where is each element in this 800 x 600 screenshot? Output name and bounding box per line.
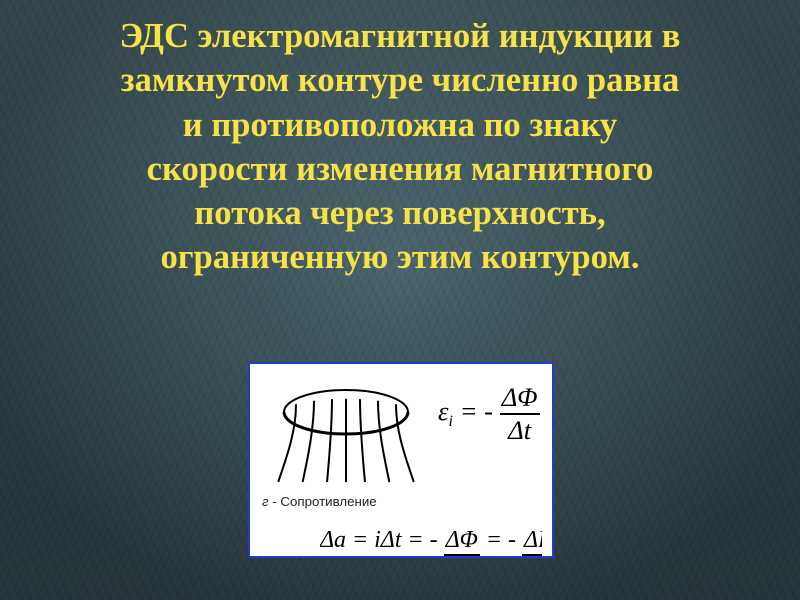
slide: ЭДС электромагнитной индукции в замкнуто…	[0, 0, 800, 600]
title-line-3: и противоположна по знаку	[30, 103, 770, 147]
title-line-1: ЭДС электромагнитной индукции в	[30, 14, 770, 58]
formula2-lhs: Δa = iΔt = -	[320, 527, 438, 553]
title-line-6: ограниченную этим контуром.	[30, 235, 770, 279]
flux-diagram	[258, 372, 434, 492]
formula2-frac2: ΔBS	[522, 527, 542, 556]
title-text: ЭДС электромагнитной индукции в замкнуто…	[30, 14, 770, 280]
formula-fraction: ΔΦ Δt	[500, 382, 540, 446]
title-line-2: замкнутом контуре численно равна	[30, 58, 770, 102]
figure-caption: г - Сопротивление	[262, 494, 377, 509]
formula-eq: = -	[460, 396, 493, 426]
formula-den: Δt	[500, 415, 540, 446]
title-line-4: скорости изменения магнитного	[30, 147, 770, 191]
title-line-5: потока через поверхность,	[30, 191, 770, 235]
formula2-tail: = -	[486, 527, 516, 553]
formula-num: ΔΦ	[500, 382, 540, 415]
formula2-frac2-num: ΔBS	[522, 527, 542, 556]
formula-lhs-sub: i	[448, 413, 452, 430]
formula2-frac1: ΔΦ	[444, 527, 480, 556]
caption-text: - Сопротивление	[269, 494, 377, 509]
embedded-figure: г - Сопротивление εi = - ΔΦ Δt Δa = iΔt …	[248, 362, 554, 558]
formula2-frac1-num: ΔΦ	[444, 527, 480, 556]
formula-emf: εi = - ΔΦ Δt	[438, 382, 546, 446]
formula-lhs: ε	[438, 396, 448, 426]
formula-secondary: Δa = iΔt = - ΔΦ = - ΔBS	[320, 527, 542, 556]
